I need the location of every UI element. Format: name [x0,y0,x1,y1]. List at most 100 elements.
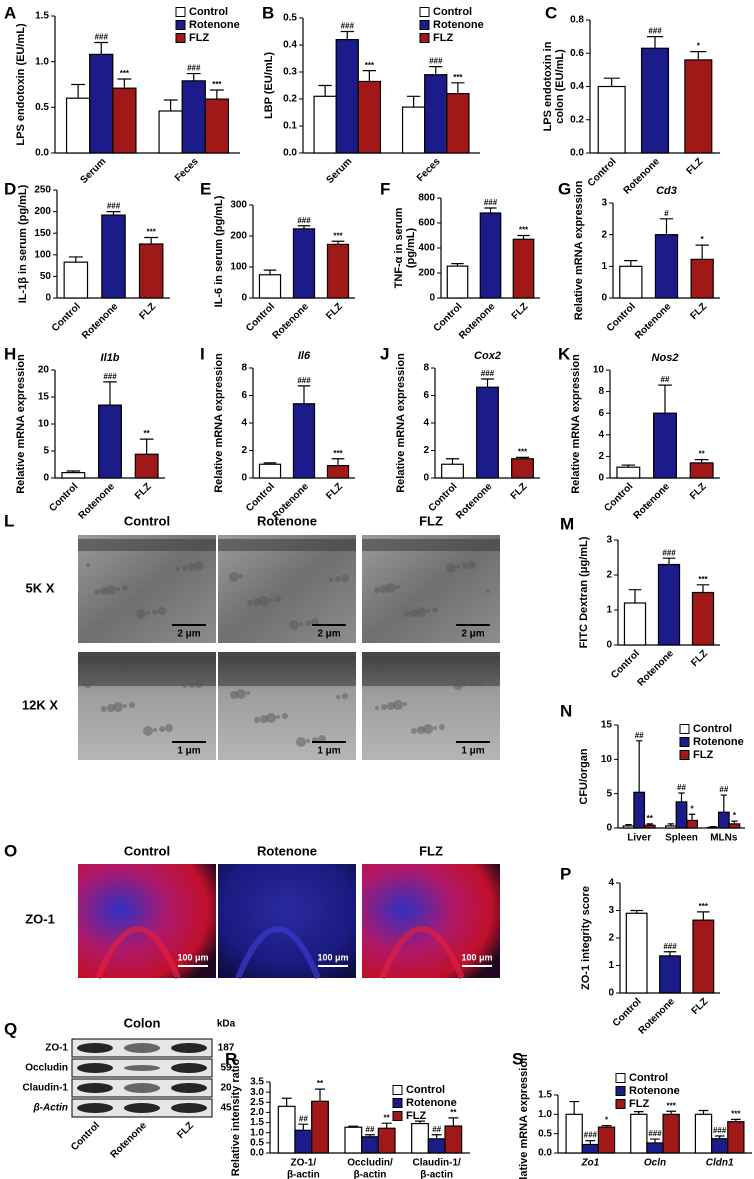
significance-label: # [664,209,669,218]
x-tick-label: Serum [78,156,108,186]
organelle [289,620,299,630]
organelle [246,691,250,695]
y-tick-label: 1 [601,261,607,272]
crypt-outline [95,926,181,980]
organelle [275,596,281,602]
significance-label: * [691,804,695,813]
bar [134,453,159,479]
significance-label: ### [341,22,355,31]
bar [446,92,470,154]
error-bar [68,256,83,263]
scale-bar-label: 1 μm [177,746,200,757]
scale-bar-label: 2 μm [317,629,340,640]
significance-label: ## [719,785,728,794]
y-tick-label: 4 [241,418,247,429]
error-bar [601,1124,612,1128]
organelle [475,678,483,686]
bar [258,274,282,299]
blot-band [124,1065,160,1071]
organelle [282,713,288,719]
organelle [341,574,349,582]
lane-label: Rotenone [109,1120,150,1161]
error-bar [297,385,311,404]
bar [446,265,469,299]
y-tick-label: 0 [598,473,604,484]
error-bar [731,820,738,824]
y-tick-label: 2 [423,445,429,456]
column-header: Control [124,513,170,528]
y-tick-label: 1.0 [538,1109,552,1120]
blot-band [171,1063,207,1073]
protein-label: ZO-1 [45,1043,68,1054]
x-tick-label: Control [427,481,460,514]
y-tick-label: 2.5 [250,1097,264,1108]
panel-letter: H [4,344,16,363]
protein-label: β-Actin [32,1103,68,1114]
significance-label: * [697,42,701,51]
error-bar [659,218,674,235]
blot-band [171,1043,207,1053]
bar [326,465,350,479]
y-tick-label: 10 [593,365,605,376]
error-bar [517,234,530,240]
x-tick-label: MLNs [710,833,738,844]
error-bar [103,381,117,406]
organelle [276,715,280,719]
fluorescence-image [78,864,216,978]
x-tick-label: FLZ [509,481,530,502]
legend-swatch [419,33,430,43]
bar [710,1138,729,1154]
scale-bar-label: 100 μm [461,952,492,962]
y-tick-label: 0 [601,293,607,304]
panel-letter: D [4,179,16,198]
significance-label: *** [518,447,528,456]
bar [665,825,677,829]
row-label: 5K X [26,580,55,595]
x-tick-label: Control [50,301,83,334]
y-tick-label: 200 [230,231,247,242]
legend-swatch [175,33,186,43]
legend-label: FLZ [629,1098,649,1110]
bar [597,85,626,154]
significance-label: ** [450,1108,457,1117]
organelle [305,620,311,626]
bar [727,1121,745,1154]
chart-title: Nos2 [652,352,679,364]
bar [662,1113,680,1154]
bar [311,1100,329,1154]
bar [616,466,641,479]
organelle [439,724,445,730]
error-bar [694,459,709,463]
kda-label: 45 [220,1103,232,1114]
legend-label: Rotenone [433,19,484,31]
y-tick-label: 1.5 [538,1090,552,1101]
y-tick-label: 0.4 [570,81,584,92]
organelle [387,702,395,710]
y-tick-label: 150 [34,228,51,239]
significance-label: ** [317,1079,324,1088]
bar [630,1113,648,1154]
bar [181,80,206,154]
y-tick-label: 1.5 [35,11,49,22]
blot-band [171,1103,207,1113]
bar [689,462,714,479]
significance-label: ### [584,1131,598,1140]
x-tick-label: FLZ [690,996,711,1017]
x-tick-label: Serum [324,156,354,186]
legend-swatch [392,1111,403,1121]
row-label: ZO-1 [25,911,55,926]
bar [512,238,535,299]
y-axis-label: ZO-1 integrity score [580,886,592,990]
significance-label: ### [713,1126,727,1135]
panel-letter: B [262,3,274,22]
y-tick-label: 800 [418,193,435,204]
y-tick-label: 6 [423,390,429,401]
legend-label: Rotenone [189,19,240,31]
y-tick-label: 4 [608,878,614,889]
legend-label: Control [406,1084,445,1096]
organelle [188,563,196,571]
bar [361,1136,379,1154]
error-bar [667,823,675,826]
error-bar [315,1088,325,1102]
blot-band [171,1083,207,1093]
